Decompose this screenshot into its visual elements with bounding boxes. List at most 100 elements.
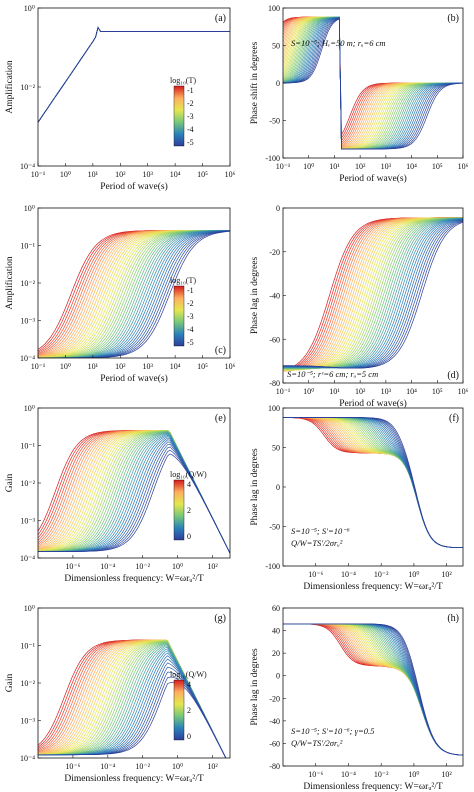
colorbar (173, 285, 185, 347)
x-tick-label: 10² (115, 362, 126, 371)
x-tick-label: 10¹ (88, 170, 99, 179)
curves-d (283, 217, 463, 372)
colorbar-title: log₁₀(T) (170, 76, 196, 85)
y-tick-label: 10⁻³ (20, 517, 35, 526)
y-tick-label: 10⁰ (24, 604, 35, 613)
series-line (38, 430, 230, 554)
y-tick-label: -50 (269, 523, 280, 532)
y-axis-label: Amplification (4, 256, 15, 310)
colorbar-tick-label: -3 (187, 312, 194, 321)
series-line (38, 453, 230, 554)
annotation: Q/W=TS′/2σrᵤ² (291, 538, 343, 548)
y-tick-label: 10⁻³ (20, 317, 35, 326)
series-line (38, 229, 230, 356)
x-axis-label: Dimensionless frequency: W=ωrᵤ²/T (64, 773, 203, 784)
colorbar-title: log₁₀(Q/W) (170, 470, 207, 479)
series-line (38, 26, 230, 123)
colorbar-title: log₁₀(Q/W) (170, 670, 207, 679)
panel-h: 10⁻⁶ 10⁻⁴ 10⁻² 10⁰ 10² 60 40 20 0 -20 -40 -60 -80 Dim… (250, 604, 464, 792)
y-tick-label: -40 (269, 292, 280, 301)
series-line (38, 639, 227, 758)
x-tick-label: 10⁶ (458, 162, 469, 171)
series-line (38, 26, 230, 123)
x-tick-label: 10⁻⁶ (308, 770, 323, 779)
x-tick-label: 10⁰ (408, 570, 419, 579)
series-line (38, 26, 230, 123)
series-line (38, 26, 230, 123)
x-tick-label: 10⁻² (374, 770, 389, 779)
x-axis-label: Period of wave(s) (339, 398, 407, 409)
curves-b (283, 16, 463, 150)
y-tick-label: 10⁰ (24, 4, 35, 13)
series-line (38, 432, 230, 554)
x-axis-label: Dimensionless frequency: W=ωrᵤ²/T (64, 573, 203, 584)
y-tick-label: 10⁻⁴ (20, 754, 35, 763)
series-line (283, 16, 463, 144)
panel-label: (d) (447, 370, 459, 381)
y-tick-label: 10⁻¹ (20, 442, 35, 451)
series-line (283, 221, 463, 369)
plot-frame (282, 607, 464, 767)
x-tick-label: 10⁰ (172, 562, 183, 571)
x-tick-label: 10⁻¹ (276, 162, 291, 171)
x-tick-label: 10³ (143, 362, 154, 371)
x-tick-label: 10² (115, 170, 126, 179)
x-tick-label: 10⁰ (172, 762, 183, 771)
colorbar-tick-label: 2 (187, 706, 191, 715)
x-axis-label: Period of wave(s) (100, 181, 168, 192)
y-tick-label: 10⁻⁴ (20, 162, 35, 171)
x-tick-label: 10⁻⁴ (341, 770, 356, 779)
x-tick-label: 10⁻¹ (31, 362, 46, 371)
x-tick-label: 10³ (381, 387, 392, 396)
colorbar-tick-label: -5 (187, 338, 194, 347)
x-tick-label: 10² (355, 162, 366, 171)
series-line (38, 431, 230, 554)
x-tick-label: 10⁶ (225, 362, 236, 371)
y-tick-label: 40 (272, 627, 280, 636)
colorbar-tick-label: -4 (187, 125, 194, 134)
panel-f: 10⁻⁶ 10⁻⁴ 10⁻² 10⁰ 10² 100 50 0 -50 -100 Dimension… (250, 404, 464, 592)
series-line (38, 646, 227, 758)
annotation: S=10⁻⁵; S′=10⁻⁶ (291, 526, 350, 536)
panel-d: 10⁻¹ 10⁰ 10¹ 10² 10³ 10⁴ 10⁵ 10⁶ 0 -20 -40 -60 -80 Pe… (250, 204, 469, 409)
colorbar (173, 679, 185, 741)
panel-label: (h) (447, 613, 459, 624)
colorbar-tick-label: -5 (187, 138, 194, 147)
annotation: S=10⁻⁵; S′=10⁻⁶; γ=0.5 (291, 726, 374, 736)
x-axis-label: Dimensionless frequency: W=ωrᵤ²/T (303, 581, 442, 592)
series-line (38, 26, 230, 123)
y-tick-label: 10⁻² (20, 479, 35, 488)
x-tick-label: 10⁶ (225, 170, 236, 179)
series-line (283, 623, 463, 756)
x-tick-label: 10² (441, 770, 452, 779)
series-line (38, 26, 230, 123)
y-axis-label: Phase lag in degrees (250, 257, 260, 335)
series-line (38, 26, 230, 123)
x-tick-label: 10¹ (88, 362, 99, 371)
series-line (38, 229, 230, 358)
y-tick-label: -80 (269, 379, 280, 388)
colorbar-tick-label: 0 (187, 532, 191, 541)
colorbar-tick-label: 4 (187, 480, 191, 489)
series-line (38, 26, 230, 123)
series-line (38, 26, 230, 123)
x-tick-label: 10⁴ (170, 170, 181, 179)
panel-c: 10⁻¹ 10⁰ 10¹ 10² 10³ 10⁴ 10⁵ 10⁶ 10⁰ 10⁻¹ 10⁻² 10⁻³… (4, 204, 236, 384)
y-tick-label: 10⁻⁴ (20, 354, 35, 363)
y-tick-label: 10⁰ (24, 204, 35, 213)
panel-a: 10⁻¹ 10⁰ 10¹ 10² 10³ 10⁴ 10⁵ 10⁶ 10⁰ 10⁻² 10⁻⁴ Peri… (4, 4, 236, 192)
x-tick-label: 10⁻⁴ (100, 562, 115, 571)
x-tick-label: 10⁵ (432, 162, 443, 171)
y-tick-label: 0 (276, 204, 280, 213)
series-line (38, 26, 230, 123)
x-tick-label: 10² (355, 387, 366, 396)
x-tick-label: 10² (207, 762, 218, 771)
series-line (38, 26, 230, 123)
panel-label: (e) (215, 413, 226, 424)
y-tick-label: 10⁻² (20, 279, 35, 288)
y-tick-label: -80 (269, 762, 280, 771)
x-tick-label: 10⁻¹ (31, 170, 46, 179)
x-axis-label: Dimensionless frequency: W=ωrᵤ²/T (303, 781, 442, 792)
series-line (38, 26, 230, 123)
series-line (38, 26, 230, 123)
